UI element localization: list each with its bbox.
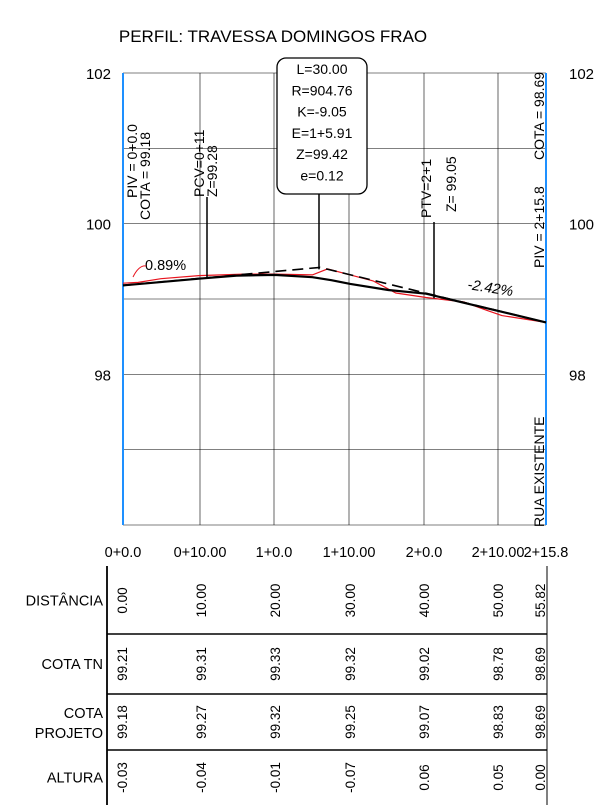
table-cell: 99.31 [194, 647, 209, 681]
curve-data-line: Z=99.42 [296, 146, 348, 162]
piv-start-label: PIV = 0+0.0 [124, 124, 140, 198]
x-tick-label: 2+0.0 [406, 545, 443, 561]
data-table: DISTÂNCIA 0.00 10.00 20.00 30.00 40.00 50.00 55… [26, 566, 548, 805]
curve-data-line: e=0.12 [300, 168, 343, 184]
y-tick-label-left: 100 [86, 217, 111, 234]
x-tick-label: 2+15.8 [524, 545, 569, 561]
grade-left-hook [132, 265, 147, 278]
table-cell: 0.00 [115, 587, 130, 613]
ptv-elevation-label: Z= 99.05 [443, 156, 459, 212]
y-tick-label-right: 102 [569, 66, 594, 83]
drawing-title: PERFIL: TRAVESSA DOMINGOS FRAO [119, 27, 427, 46]
grade-tangent-line [122, 266, 547, 324]
table-cell: 99.07 [417, 705, 432, 739]
x-tick-label: 0+0.0 [105, 545, 142, 561]
table-cell: 0.00 [533, 764, 548, 790]
grade-right-label: -2.42% [466, 277, 514, 300]
cota-end-label: COTA = 98.69 [531, 72, 547, 160]
curve-data-box [276, 57, 368, 195]
pcv-label: PCV=0+11 [191, 129, 207, 197]
existing-street-label: RUA EXISTENTE [531, 417, 547, 527]
table-cell: -0.01 [268, 762, 283, 793]
table-cell: 98.69 [533, 705, 548, 739]
curve-data-line: L=30.00 [297, 61, 348, 77]
x-tick-label: 1+10.00 [323, 545, 376, 561]
table-cell: -0.03 [115, 762, 130, 793]
table-cell: 30.00 [343, 584, 358, 618]
curve-data-line: E=1+5.91 [292, 125, 353, 141]
annotations: L=30.00 R=904.76 K=-9.05 E=1+5.91 Z=99.42 e=0… [124, 57, 547, 527]
table-row-label: COTA TN [42, 657, 104, 673]
curve-data-line: R=904.76 [291, 82, 352, 98]
table-cell: 55.82 [533, 584, 548, 618]
table-cell: -0.07 [343, 762, 358, 793]
table-cell: 40.00 [417, 584, 432, 618]
table-cell: 99.02 [417, 647, 432, 681]
y-tick-label-left: 98 [94, 367, 111, 384]
table-cell: 99.33 [268, 647, 283, 681]
x-tick-label: 0+10.00 [174, 545, 227, 561]
table-row-label: DISTÂNCIA [26, 593, 104, 610]
table-cell: 99.27 [194, 705, 209, 739]
ptv-label: PTV=2+1 [418, 159, 434, 218]
table-cell: 0.05 [491, 764, 506, 790]
table-cell: 99.32 [343, 647, 358, 681]
table-cell: 99.18 [115, 705, 130, 739]
profile-chart: 102 102 100 100 98 98 0+0.0 0+10.00 1+0.0 1+10.00… [86, 66, 594, 561]
table-cell: 99.32 [268, 705, 283, 739]
ground-profile-line [122, 268, 547, 323]
x-tick-label: 1+0.0 [256, 545, 293, 561]
table-cell: 99.25 [343, 705, 358, 739]
pcv-elevation-label: Z=99.28 [204, 145, 220, 197]
cota-start-label: COTA = 99.18 [137, 132, 153, 220]
design-profile-line [122, 273, 547, 324]
table-row-label: COTA PROJETO [35, 706, 104, 742]
table-cell: 10.00 [194, 584, 209, 618]
piv-end-label: PIV = 2+15.8 [531, 186, 547, 268]
curve-data-line: K=-9.05 [297, 104, 347, 120]
y-tick-label-left: 102 [86, 66, 111, 83]
table-cell: 50.00 [491, 584, 506, 618]
grade-left-label: 0.89% [145, 258, 186, 274]
table-cell: 98.83 [491, 705, 506, 739]
x-tick-label: 2+10.00 [472, 545, 525, 561]
table-cell: 0.06 [417, 764, 432, 790]
table-row-label: ALTURA [47, 771, 103, 787]
y-tick-label-right: 98 [569, 367, 586, 384]
table-cell: 99.21 [115, 647, 130, 681]
table-cell: 98.78 [491, 647, 506, 681]
table-cell: 98.69 [533, 647, 548, 681]
table-cell: -0.04 [194, 762, 209, 793]
y-tick-label-right: 100 [569, 217, 594, 234]
table-cell: 20.00 [268, 584, 283, 618]
